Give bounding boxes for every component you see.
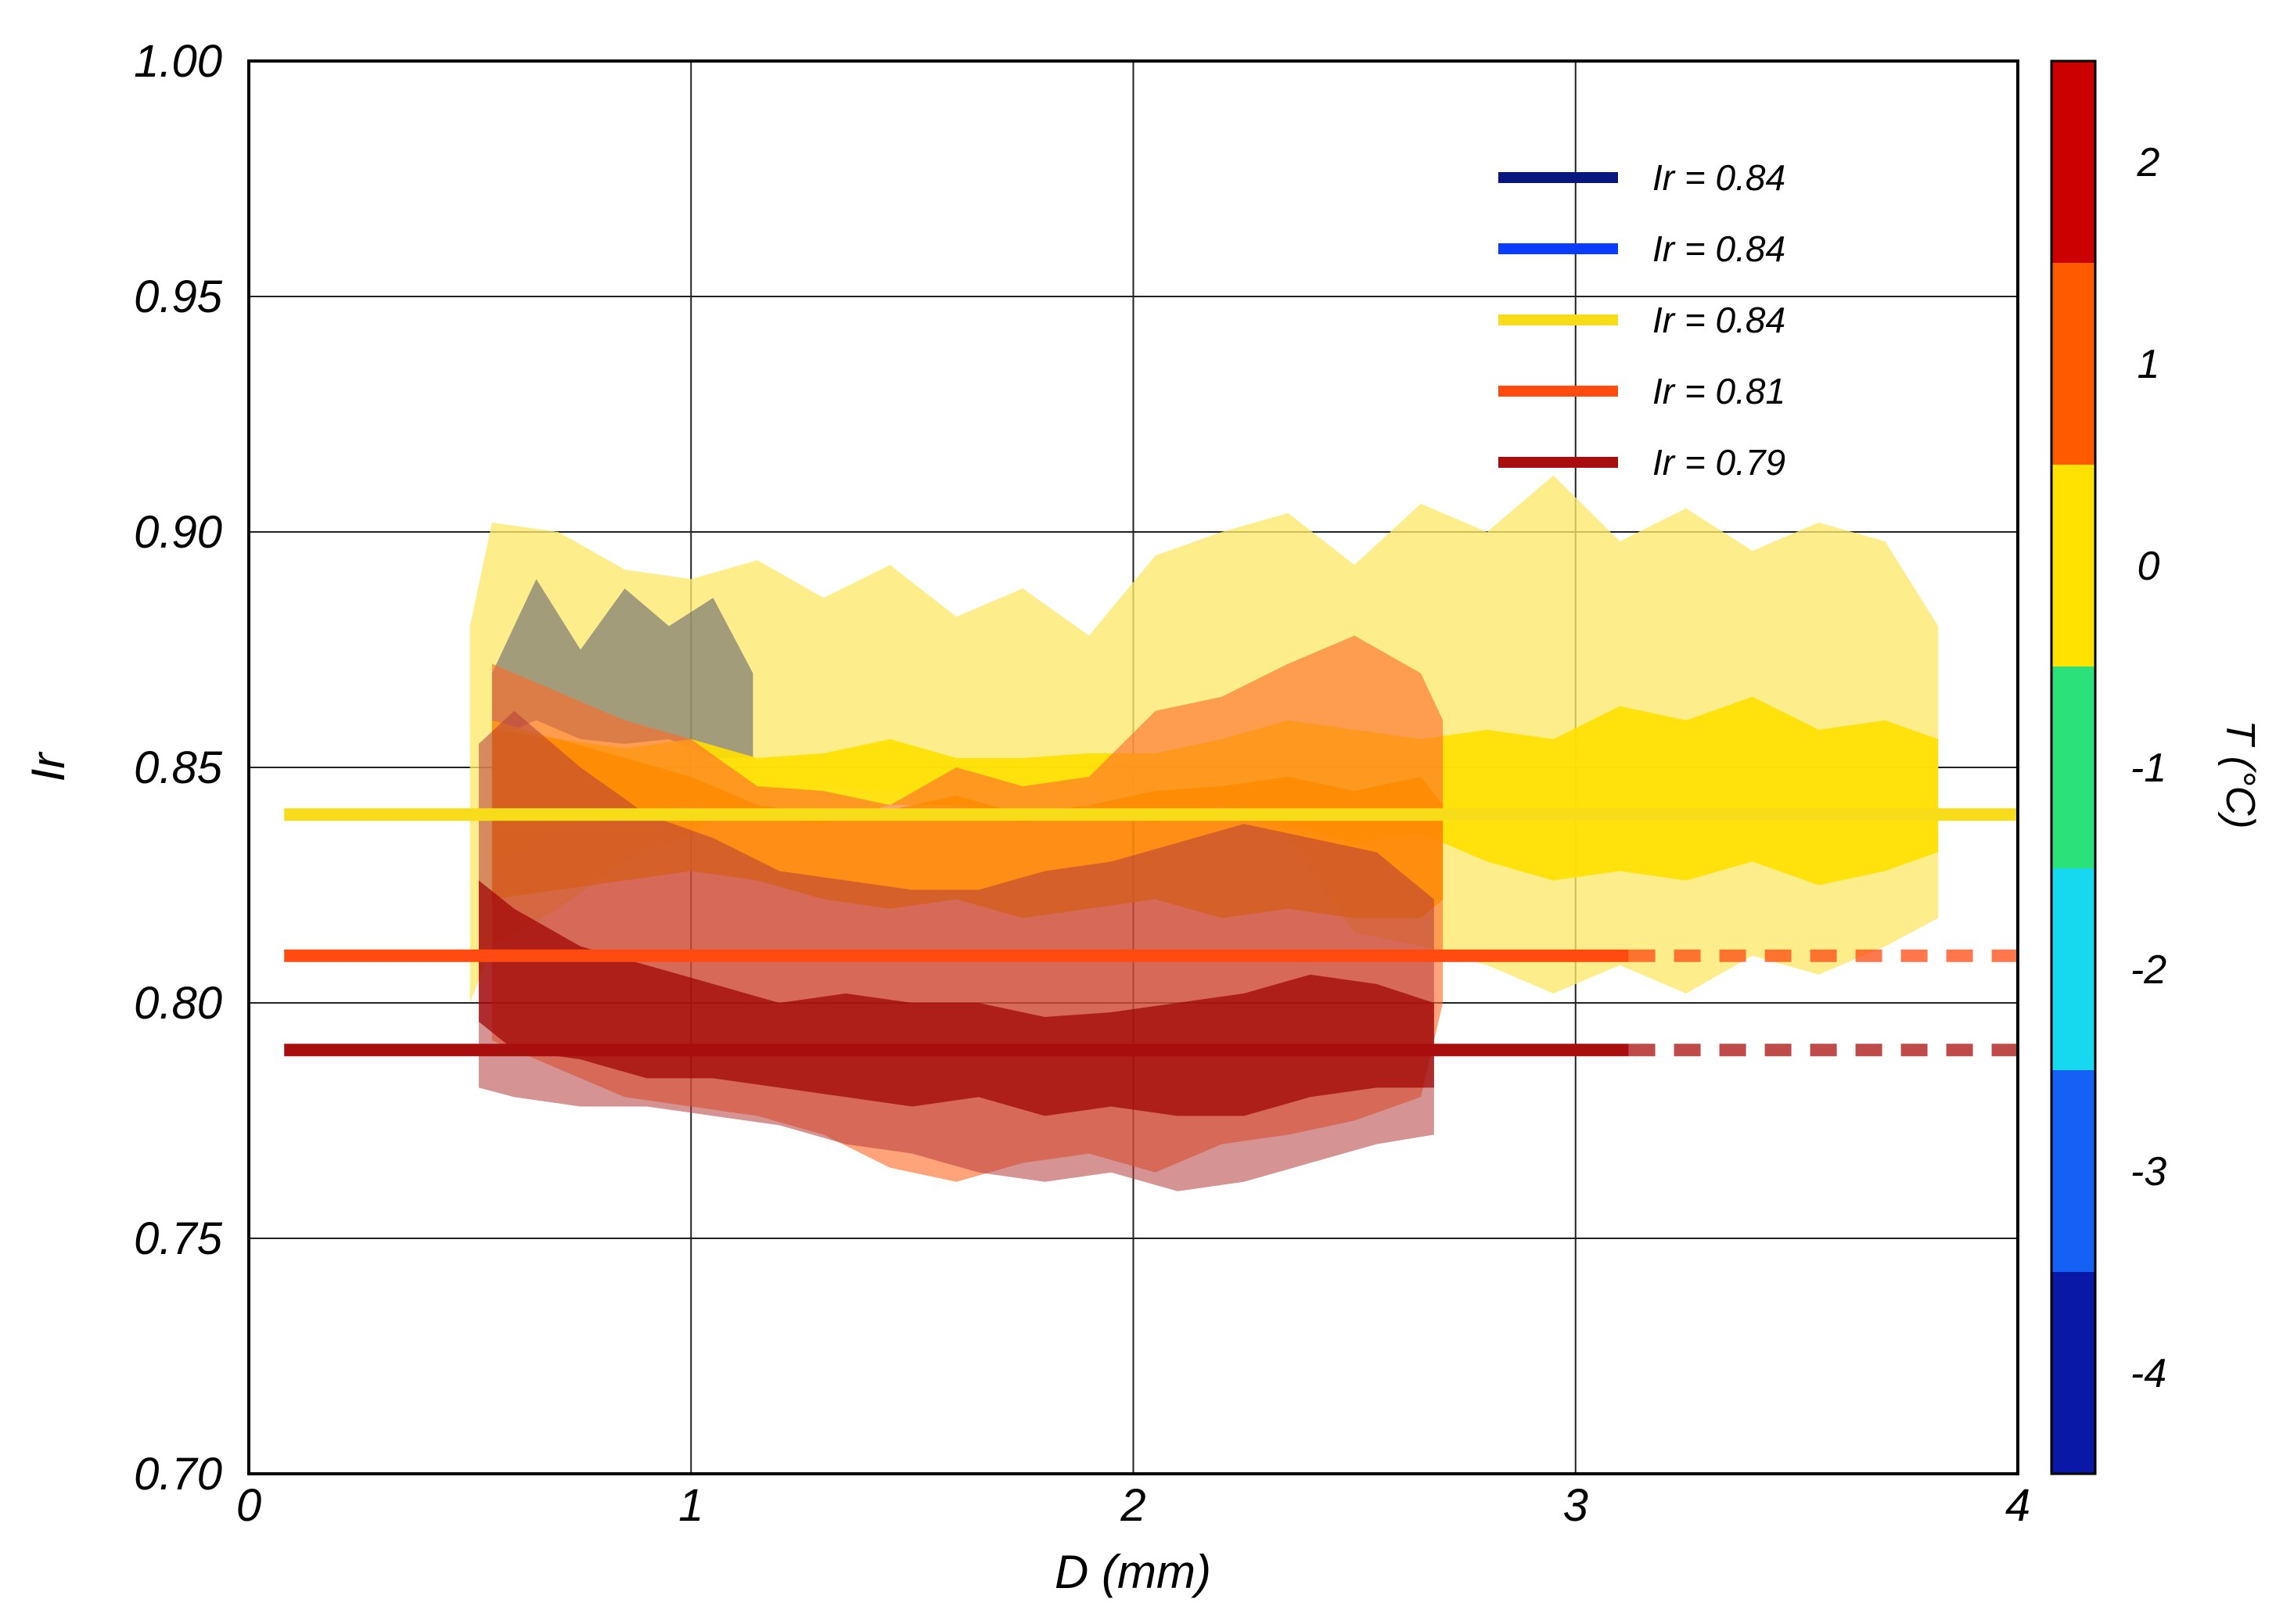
legend: Ir = 0.84 Ir = 0.84 Ir = 0.84 Ir = 0.81 Ir =… bbox=[1498, 157, 1785, 483]
y-tick-label: 0.80 bbox=[134, 978, 222, 1029]
colorbar-label: T (°C) bbox=[2217, 720, 2263, 828]
legend-label: Ir = 0.79 bbox=[1652, 442, 1785, 483]
y-tick-label: 0.85 bbox=[134, 742, 223, 793]
colorbar-segment bbox=[2051, 263, 2095, 465]
y-tick-label: 0.70 bbox=[134, 1449, 222, 1500]
colorbar-segment bbox=[2051, 465, 2095, 666]
y-tick-label: 1.00 bbox=[134, 36, 222, 87]
colorbar-segment bbox=[2051, 868, 2095, 1070]
colorbar-tick-label: -2 bbox=[2130, 947, 2166, 993]
x-tick-label: 3 bbox=[1563, 1480, 1588, 1531]
y-axis-label: Ir bbox=[22, 752, 74, 782]
x-tick-label: 4 bbox=[2005, 1480, 2030, 1531]
colorbar-segment bbox=[2051, 666, 2095, 868]
y-tick-label: 0.95 bbox=[134, 271, 223, 322]
x-tick-label: 0 bbox=[236, 1480, 261, 1531]
y-axis-ticks: 0.70 0.75 0.80 0.85 0.90 0.95 1.00 bbox=[134, 36, 223, 1500]
series-band-6 bbox=[478, 880, 1434, 1116]
colorbar-segment bbox=[2051, 1070, 2095, 1272]
plot-frame bbox=[247, 59, 2019, 1475]
x-axis-ticks: 0 1 2 3 4 bbox=[236, 1480, 2030, 1531]
reference-lines bbox=[284, 808, 2018, 1057]
colorbar-tick-label: -3 bbox=[2130, 1149, 2166, 1195]
y-tick-label: 0.75 bbox=[134, 1213, 223, 1264]
colorbar-tick-label: 1 bbox=[2138, 342, 2160, 387]
colorbar-tick-label: -4 bbox=[2130, 1351, 2166, 1396]
colorbar-tick-label: -1 bbox=[2130, 746, 2166, 791]
legend-label: Ir = 0.84 bbox=[1652, 300, 1785, 340]
colorbar-frame bbox=[2050, 59, 2097, 1475]
x-axis-label: D (mm) bbox=[1055, 1546, 1211, 1598]
legend-label: Ir = 0.84 bbox=[1652, 157, 1785, 198]
legend-label: Ir = 0.81 bbox=[1652, 371, 1785, 411]
x-tick-label: 2 bbox=[1120, 1480, 1145, 1531]
colorbar-segment bbox=[2051, 61, 2095, 263]
colorbar: 2 1 0 -1 -2 -3 -4 bbox=[2050, 59, 2166, 1475]
legend-label: Ir = 0.84 bbox=[1652, 228, 1785, 269]
colorbar-tick-label: 2 bbox=[2137, 140, 2160, 185]
y-tick-label: 0.90 bbox=[134, 507, 222, 558]
colorbar-tick-label: 0 bbox=[2138, 544, 2160, 589]
colorbar-segment bbox=[2051, 1272, 2095, 1474]
x-tick-label: 1 bbox=[678, 1480, 703, 1531]
